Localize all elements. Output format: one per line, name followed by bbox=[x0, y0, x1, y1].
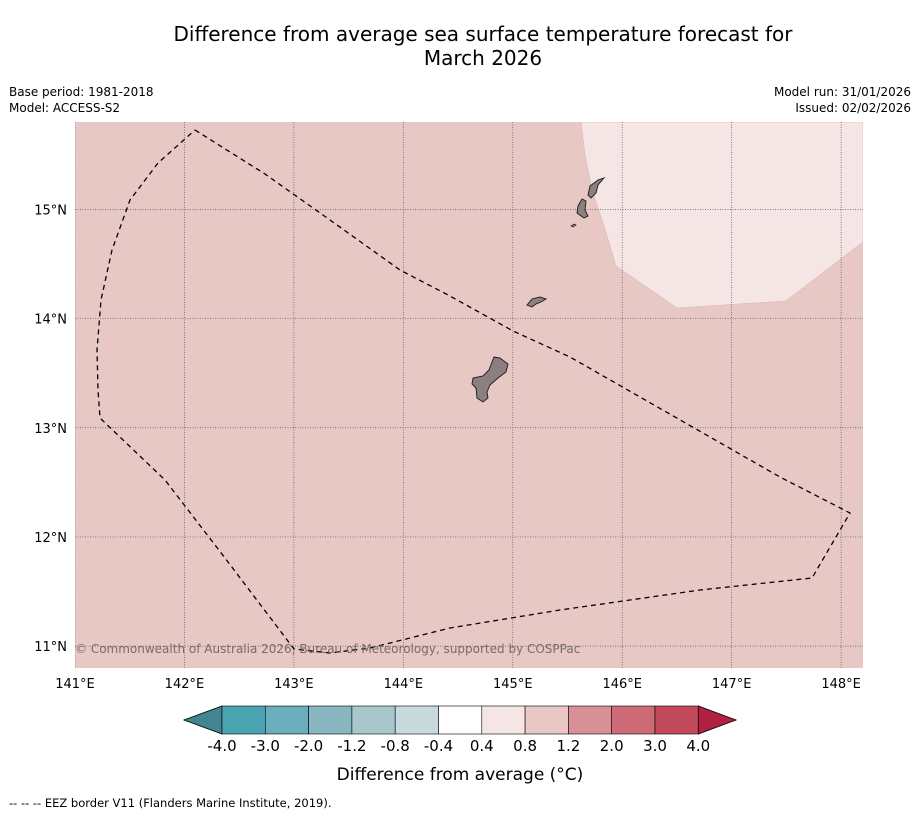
colorbar-under-arrow bbox=[182, 705, 223, 735]
colorbar-segment bbox=[308, 705, 353, 735]
colorbar-tick-label: -0.8 bbox=[381, 737, 410, 755]
guam-island bbox=[471, 356, 509, 403]
colorbar-tick-label: -4.0 bbox=[207, 737, 236, 755]
title-line-2: March 2026 bbox=[423, 46, 543, 70]
lon-tick-label: 145°E bbox=[493, 677, 533, 692]
colorbar-tick-label: -0.4 bbox=[424, 737, 453, 755]
tinian-island bbox=[576, 198, 589, 219]
metadata-right: Model run: 31/01/2026 Issued: 02/02/2026 bbox=[774, 84, 911, 116]
lat-tick-label: 13°N bbox=[34, 422, 67, 437]
colorbar-tick-label: 4.0 bbox=[686, 737, 710, 755]
lon-tick-label: 142°E bbox=[165, 677, 205, 692]
aguijan-island bbox=[570, 223, 577, 228]
colorbar-tick-label: -3.0 bbox=[251, 737, 280, 755]
rota-island bbox=[526, 296, 548, 308]
colorbar-segment bbox=[221, 705, 266, 735]
colorbar-tick-label: 3.0 bbox=[643, 737, 667, 755]
lon-tick-label: 147°E bbox=[712, 677, 752, 692]
graticule bbox=[75, 122, 863, 668]
colorbar: -4.0 -3.0 -2.0 -1.2 -0.8 -0.4 0.4 0.8 1.2 2.0 3.0 4… bbox=[182, 705, 738, 755]
colorbar-segment bbox=[394, 705, 439, 735]
lon-tick-label: 143°E bbox=[274, 677, 314, 692]
map-area: © Commonwealth of Australia 2026, Bureau… bbox=[75, 122, 863, 668]
warm-anomaly-patch bbox=[580, 122, 863, 309]
title-line-1: Difference from average sea surface temp… bbox=[173, 22, 793, 46]
colorbar-label: Difference from average (°C) bbox=[337, 765, 584, 785]
issued-date: Issued: 02/02/2026 bbox=[795, 101, 911, 115]
eez-border bbox=[96, 129, 851, 654]
colorbar-tick-label: -1.2 bbox=[337, 737, 366, 755]
colorbar-segment bbox=[654, 705, 699, 735]
colorbar-tick-label: -2.0 bbox=[294, 737, 323, 755]
colorbar-tick-label: 1.2 bbox=[556, 737, 580, 755]
colorbar-segment bbox=[611, 705, 656, 735]
longitude-labels: 141°E 142°E 143°E 144°E 145°E 146°E 147°E 148°E bbox=[55, 677, 861, 692]
lon-tick-label: 146°E bbox=[602, 677, 642, 692]
lon-tick-label: 141°E bbox=[55, 677, 95, 692]
model-run: Model run: 31/01/2026 bbox=[773, 85, 911, 99]
colorbar-segment bbox=[351, 705, 396, 735]
map-title: Difference from average sea surface temp… bbox=[0, 22, 919, 70]
lon-tick-label: 144°E bbox=[384, 677, 424, 692]
colorbar-segment bbox=[524, 705, 569, 735]
eez-legend-note: -- -- -- EEZ border V11 (Flanders Marine… bbox=[9, 796, 332, 810]
metadata-left: Base period: 1981-2018 Model: ACCESS-S2 bbox=[9, 84, 154, 116]
lat-tick-label: 12°N bbox=[34, 531, 67, 546]
colorbar-segment bbox=[264, 705, 309, 735]
model-name: Model: ACCESS-S2 bbox=[9, 101, 121, 115]
colorbar-tick-label: 0.8 bbox=[513, 737, 537, 755]
lon-tick-label: 148°E bbox=[821, 677, 861, 692]
lat-tick-label: 11°N bbox=[34, 640, 67, 655]
colorbar-over-arrow bbox=[697, 705, 738, 735]
colorbar-tick-label: 2.0 bbox=[600, 737, 624, 755]
colorbar-segment bbox=[481, 705, 526, 735]
copyright-text: © Commonwealth of Australia 2026, Bureau… bbox=[75, 642, 580, 656]
lat-tick-label: 14°N bbox=[34, 313, 67, 328]
lat-tick-label: 15°N bbox=[34, 203, 67, 218]
base-period: Base period: 1981-2018 bbox=[9, 85, 154, 99]
colorbar-segment bbox=[438, 705, 483, 735]
colorbar-tick-label: 0.4 bbox=[470, 737, 494, 755]
saipan-island bbox=[587, 177, 606, 199]
colorbar-segment bbox=[568, 705, 613, 735]
latitude-labels: 15°N 14°N 13°N 12°N 11°N bbox=[34, 203, 67, 655]
